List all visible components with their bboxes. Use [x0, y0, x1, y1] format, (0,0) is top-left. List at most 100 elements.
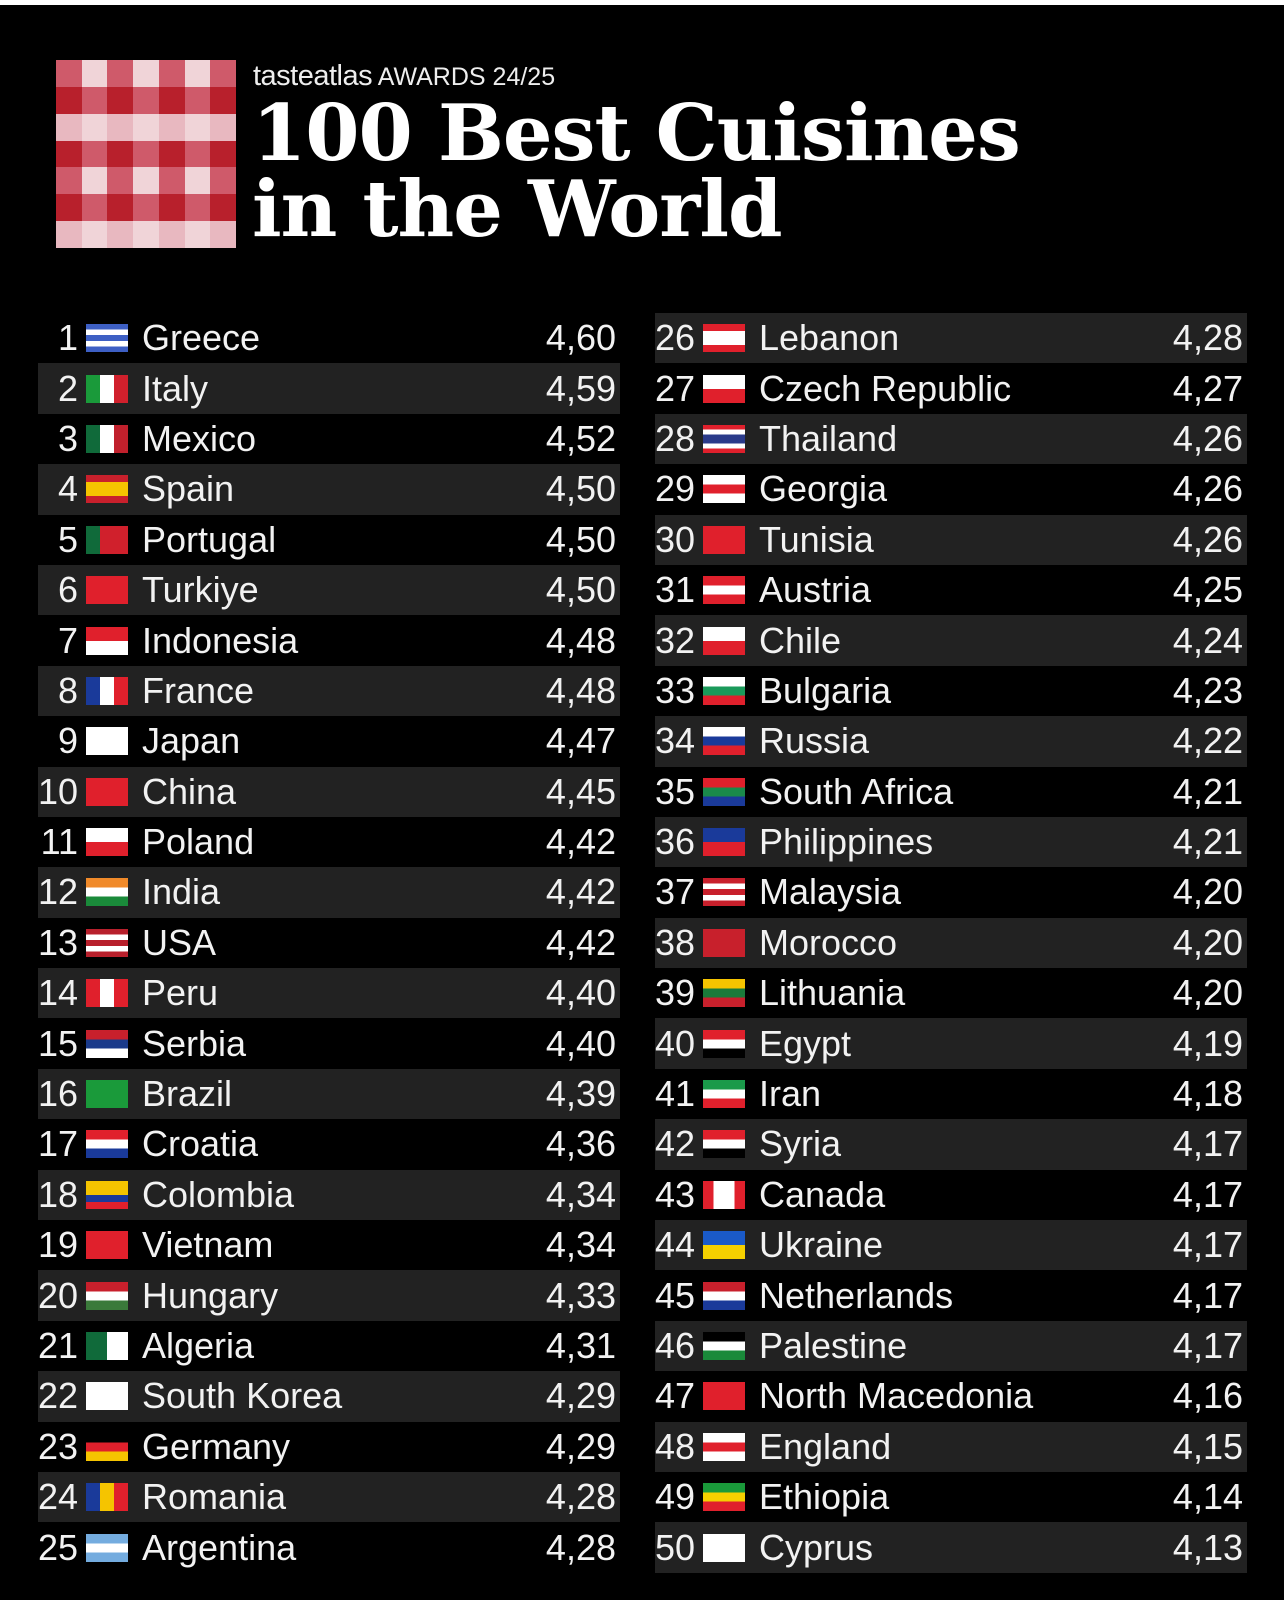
tasteatlas-wordmark: tasteatlas — [253, 60, 373, 92]
checker-cell — [81, 60, 108, 87]
rank-number: 17 — [38, 1123, 79, 1165]
flag-icon — [86, 979, 128, 1008]
rank-number: 44 — [655, 1224, 696, 1266]
flag-icon — [86, 1130, 128, 1159]
country-name: Colombia — [142, 1173, 295, 1215]
checker-cell — [184, 221, 211, 248]
flag-icon — [703, 1180, 745, 1209]
rank-number: 34 — [655, 720, 696, 762]
checker-cell — [56, 221, 82, 248]
rank-number: 6 — [57, 569, 78, 611]
rank-number: 10 — [38, 770, 79, 812]
country-name: Spain — [142, 468, 235, 510]
country-name: France — [142, 669, 255, 711]
score-value: 4,34 — [545, 1224, 616, 1266]
score-value: 4,40 — [545, 972, 616, 1014]
country-name: Algeria — [142, 1325, 255, 1366]
country-name: Russia — [759, 720, 870, 762]
country-name: North Macedonia — [759, 1375, 1034, 1417]
country-name: South Africa — [759, 770, 954, 812]
ranking-row: 48 England 4,15 — [655, 1421, 1247, 1472]
checker-cell — [56, 140, 82, 168]
country-name: Iran — [759, 1073, 822, 1115]
flag-icon — [703, 1332, 745, 1360]
score-value: 4,48 — [545, 669, 616, 711]
ranking-row: 40 Egypt 4,19 — [655, 1018, 1247, 1069]
country-name: Italy — [142, 367, 209, 409]
ranking-row: 3 Mexico 4,52 — [38, 414, 620, 464]
flag-icon — [86, 1281, 128, 1310]
ranking-row: 9 Japan 4,47 — [38, 716, 620, 766]
checker-cell — [210, 221, 236, 248]
rank-number: 45 — [655, 1274, 696, 1316]
flag-icon — [703, 424, 745, 453]
rank-number: 39 — [655, 972, 696, 1014]
score-value: 4,45 — [545, 770, 616, 812]
score-value: 4,18 — [1172, 1073, 1243, 1115]
flag-icon — [86, 828, 128, 857]
checker-cell — [107, 86, 134, 114]
rank-number: 30 — [655, 518, 696, 560]
ranking-row: 15 Serbia 4,40 — [38, 1018, 620, 1068]
checker-cell — [81, 86, 108, 114]
score-value: 4,28 — [545, 1476, 616, 1518]
ranking-row: 25 Argentina 4,28 — [38, 1522, 620, 1572]
score-value: 4,17 — [1172, 1173, 1243, 1215]
flag-icon — [86, 576, 128, 605]
ranking-row: 44 Ukraine 4,17 — [655, 1220, 1247, 1271]
country-name: Brazil — [142, 1073, 233, 1115]
score-value: 4,24 — [1172, 619, 1243, 661]
checker-cell — [81, 140, 108, 168]
rank-number: 3 — [57, 417, 78, 459]
flag-icon — [86, 1533, 128, 1562]
checker-cell — [184, 60, 211, 87]
checker-cell — [133, 167, 159, 195]
checker-cell — [158, 167, 185, 195]
score-value: 4,31 — [545, 1325, 616, 1366]
checker-cell — [56, 167, 82, 195]
checker-cell — [184, 194, 211, 222]
checker-cell — [184, 140, 211, 168]
country-name: Croatia — [142, 1123, 259, 1165]
rank-number: 47 — [655, 1375, 696, 1417]
ranking-row: 41 Iran 4,18 — [655, 1069, 1247, 1119]
checker-cell — [133, 221, 159, 248]
flag-icon — [86, 1231, 128, 1260]
country-name: Morocco — [759, 921, 898, 963]
flag-icon — [86, 928, 128, 957]
ranking-row: 30 Tunisia 4,26 — [655, 514, 1247, 565]
brand-line: tasteatlas AWARDS 24/25 — [253, 60, 555, 93]
checker-cell — [133, 113, 159, 141]
checker-cell — [210, 86, 236, 114]
score-value: 4,47 — [545, 720, 616, 762]
ranking-row: 32 Chile 4,24 — [655, 615, 1247, 666]
checker-cell — [210, 194, 236, 222]
flag-icon — [86, 1432, 128, 1461]
country-name: Japan — [142, 720, 241, 762]
score-value: 4,16 — [1172, 1375, 1243, 1417]
rank-number: 1 — [57, 317, 78, 359]
flag-icon — [703, 928, 745, 957]
ranking-row: 45 Netherlands 4,17 — [655, 1270, 1247, 1320]
ranking-row: 14 Peru 4,40 — [38, 968, 620, 1019]
score-value: 4,28 — [1172, 317, 1243, 359]
checker-cell — [184, 113, 211, 141]
score-value: 4,15 — [1172, 1425, 1243, 1467]
country-name: Mexico — [142, 417, 257, 459]
ranking-row: 27 Czech Republic 4,27 — [655, 363, 1247, 413]
checker-cell — [184, 86, 211, 114]
score-value: 4,20 — [1172, 871, 1243, 913]
flag-icon — [86, 1080, 128, 1109]
ranking-row: 33 Bulgaria 4,23 — [655, 666, 1247, 716]
score-value: 4,20 — [1172, 921, 1243, 963]
checker-cell — [81, 167, 108, 195]
rank-number: 24 — [38, 1476, 79, 1518]
flag-icon — [703, 979, 745, 1008]
score-value: 4,19 — [1172, 1022, 1243, 1064]
score-value: 4,26 — [1172, 518, 1243, 560]
ranking-row: 42 Syria 4,17 — [655, 1119, 1247, 1170]
flag-icon — [703, 1382, 745, 1411]
score-value: 4,48 — [545, 619, 616, 661]
rank-number: 7 — [57, 619, 78, 661]
country-name: Ethiopia — [759, 1476, 890, 1518]
